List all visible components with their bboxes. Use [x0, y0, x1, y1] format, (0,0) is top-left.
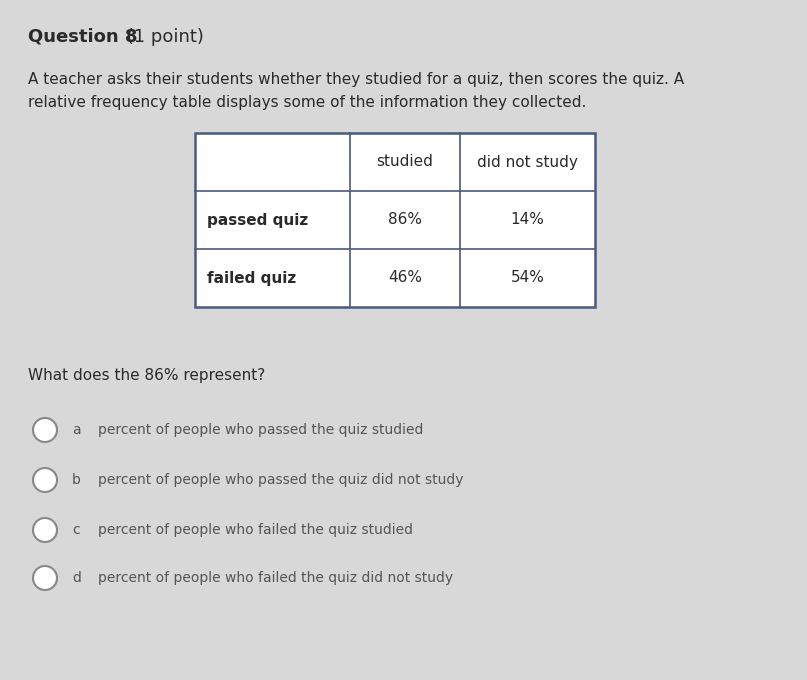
- Circle shape: [33, 566, 57, 590]
- Text: 54%: 54%: [511, 271, 545, 286]
- Text: studied: studied: [377, 154, 433, 169]
- Text: failed quiz: failed quiz: [207, 271, 296, 286]
- Text: percent of people who passed the quiz did not study: percent of people who passed the quiz di…: [98, 473, 463, 487]
- Circle shape: [33, 418, 57, 442]
- Text: 14%: 14%: [511, 212, 545, 228]
- Text: percent of people who failed the quiz did not study: percent of people who failed the quiz di…: [98, 571, 453, 585]
- Text: did not study: did not study: [477, 154, 578, 169]
- Circle shape: [33, 468, 57, 492]
- Text: 46%: 46%: [388, 271, 422, 286]
- Text: What does the 86% represent?: What does the 86% represent?: [28, 368, 266, 383]
- Text: d: d: [72, 571, 81, 585]
- Text: percent of people who passed the quiz studied: percent of people who passed the quiz st…: [98, 423, 424, 437]
- Text: (1 point): (1 point): [121, 28, 204, 46]
- Text: a: a: [72, 423, 81, 437]
- Text: passed quiz: passed quiz: [207, 212, 308, 228]
- Text: relative frequency table displays some of the information they collected.: relative frequency table displays some o…: [28, 95, 587, 110]
- Text: b: b: [72, 473, 81, 487]
- Bar: [195, 133, 595, 307]
- Text: percent of people who failed the quiz studied: percent of people who failed the quiz st…: [98, 523, 413, 537]
- Text: A teacher asks their students whether they studied for a quiz, then scores the q: A teacher asks their students whether th…: [28, 72, 684, 87]
- Text: c: c: [72, 523, 80, 537]
- Circle shape: [33, 518, 57, 542]
- Text: 86%: 86%: [388, 212, 422, 228]
- Text: Question 8: Question 8: [28, 28, 137, 46]
- Bar: [195, 133, 595, 307]
